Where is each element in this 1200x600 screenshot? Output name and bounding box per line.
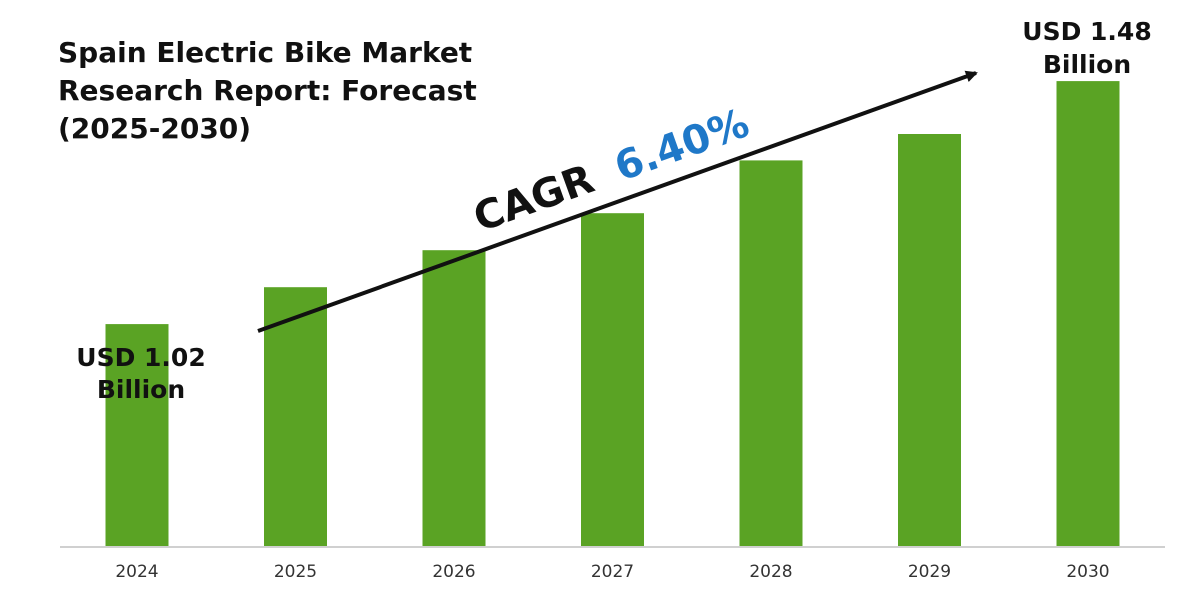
bar-2027 (581, 213, 644, 546)
bar-2025 (264, 287, 327, 546)
bar-2029 (898, 134, 961, 546)
bar-2030 (1056, 81, 1120, 546)
first-bar-annotation-line-2: Billion (97, 375, 185, 404)
bar-2024 (105, 324, 169, 546)
last-bar-annotation-line-1: USD 1.48 (1022, 17, 1151, 46)
x-tick-label-2030: 2030 (1066, 562, 1109, 582)
bar-2028 (739, 160, 803, 546)
chart-title-line-3: (2025-2030) (58, 112, 251, 145)
bars-group (105, 81, 1120, 546)
x-tick-label-2028: 2028 (749, 562, 792, 582)
x-tick-label-2027: 2027 (591, 562, 634, 582)
bar-2026 (422, 250, 486, 546)
last-bar-annotation-line-2: Billion (1043, 50, 1131, 79)
first-bar-annotation-line-1: USD 1.02 (76, 343, 205, 372)
x-tick-label-2026: 2026 (432, 562, 475, 582)
tick-labels-group: 2024 2025 2026 2027 2028 2029 2030 (115, 562, 1109, 582)
chart-title-line-1: Spain Electric Bike Market (58, 36, 472, 69)
growth-arrow (257, 70, 978, 333)
x-tick-label-2029: 2029 (908, 562, 951, 582)
x-tick-label-2024: 2024 (115, 562, 158, 582)
cagr-text: CAGR (468, 156, 600, 241)
chart-title-line-2: Research Report: Forecast (58, 74, 477, 107)
x-tick-label-2025: 2025 (274, 562, 317, 582)
